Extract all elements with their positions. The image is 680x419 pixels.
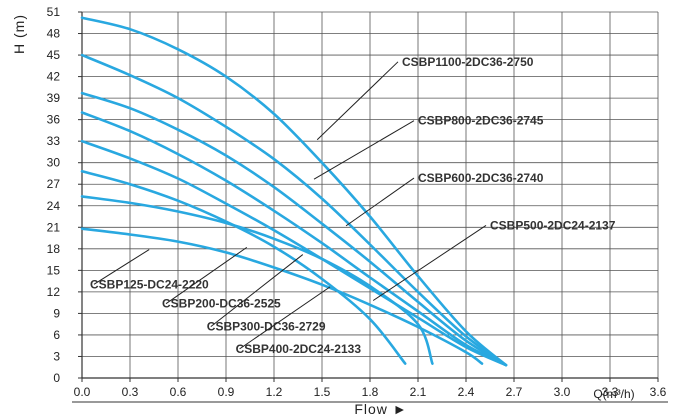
series-label-csbp300-dc36-2729: CSBP300-DC36-2729 <box>207 320 326 334</box>
annotations: CSBP1100-2DC36-2750 CSBP800-2DC36-2745 CSB… <box>90 55 616 356</box>
curve-csbp600-2dc36-2740 <box>80 91 508 367</box>
series-label-csbp1100-2dc36-2750: CSBP1100-2DC36-2750 <box>402 55 534 69</box>
series-label-csbp200-dc36-2525: CSBP200-DC36-2525 <box>162 297 281 311</box>
leader-line <box>93 249 150 285</box>
y-tick-label: 36 <box>47 113 61 127</box>
y-tick-label: 27 <box>47 177 61 191</box>
series-label-csbp600-2dc36-2740: CSBP600-2DC36-2740 <box>418 171 544 185</box>
x-axis-label: Q(m³/h) <box>593 387 634 401</box>
x-tick-label: 2.1 <box>410 385 427 399</box>
curve-csbp400-2dc24-2133 <box>80 139 508 367</box>
series-label-csbp125-dc24-2220: CSBP125-DC24-2220 <box>90 277 209 291</box>
series-label-csbp800-2dc36-2745: CSBP800-2DC36-2745 <box>418 114 544 128</box>
curve-csbp125-dc24-2220 <box>80 227 484 365</box>
x-tick-label: 0.3 <box>122 385 139 399</box>
y-tick-label: 30 <box>47 156 61 170</box>
series-label-csbp400-2dc24-2133: CSBP400-2DC24-2133 <box>236 342 362 356</box>
x-tick-label: 0.0 <box>74 385 91 399</box>
y-axis-label: H (m) <box>11 14 27 54</box>
y-tick-label: 12 <box>47 285 61 299</box>
y-tick-label: 45 <box>47 48 61 62</box>
x-tick-label: 3.6 <box>650 385 667 399</box>
x-tick-label: 2.4 <box>458 385 475 399</box>
series-label-csbp500-2dc24-2137: CSBP500-2DC24-2137 <box>490 218 616 232</box>
curve-csbp300-dc36-2729 <box>80 170 407 365</box>
y-tick-label: 33 <box>47 134 61 148</box>
y-tick-label: 24 <box>47 199 61 213</box>
x-tick-label: 3.3 <box>602 385 619 399</box>
y-tick-label: 9 <box>53 306 60 320</box>
grid <box>82 11 659 378</box>
leader-line <box>372 225 487 301</box>
x-tick-label: 1.2 <box>266 385 283 399</box>
leader-line <box>210 254 304 328</box>
x-tick-label: 1.8 <box>362 385 379 399</box>
x-tick-label: 0.6 <box>170 385 187 399</box>
axes: 0.0 0.3 0.6 0.9 1.2 1.5 1.8 2.1 2.4 2.7 3.0 3.3 3.6 0… <box>47 5 668 403</box>
y-tick-label: 39 <box>47 91 61 105</box>
y-tick-label: 51 <box>47 5 61 19</box>
x-tick-label: 1.5 <box>314 385 331 399</box>
leader-line <box>316 61 399 141</box>
leader-line <box>313 120 415 180</box>
y-tick-label: 18 <box>47 242 61 256</box>
y-tick-label: 42 <box>47 70 61 84</box>
leader-line <box>345 177 415 227</box>
y-tick-label: 48 <box>47 27 61 41</box>
y-tick-label: 0 <box>53 371 60 385</box>
series-group <box>80 16 508 367</box>
curve-csbp1100-2dc36-2750 <box>80 16 508 367</box>
leader-line <box>165 246 248 305</box>
y-tick-label: 15 <box>47 263 61 277</box>
y-tick-label: 21 <box>47 220 61 234</box>
curve-csbp800-2dc36-2745 <box>80 53 508 367</box>
y-tick-label: 6 <box>53 328 60 342</box>
leader-line <box>239 286 331 350</box>
flow-label: Flow ► <box>354 401 407 417</box>
x-tick-label: 0.9 <box>218 385 235 399</box>
curve-csbp500-2dc24-2137 <box>80 111 508 367</box>
curve-csbp200-dc36-2525 <box>80 195 434 365</box>
y-tick-label: 3 <box>53 349 60 363</box>
x-tick-label: 2.7 <box>506 385 523 399</box>
x-tick-label: 3.0 <box>554 385 571 399</box>
